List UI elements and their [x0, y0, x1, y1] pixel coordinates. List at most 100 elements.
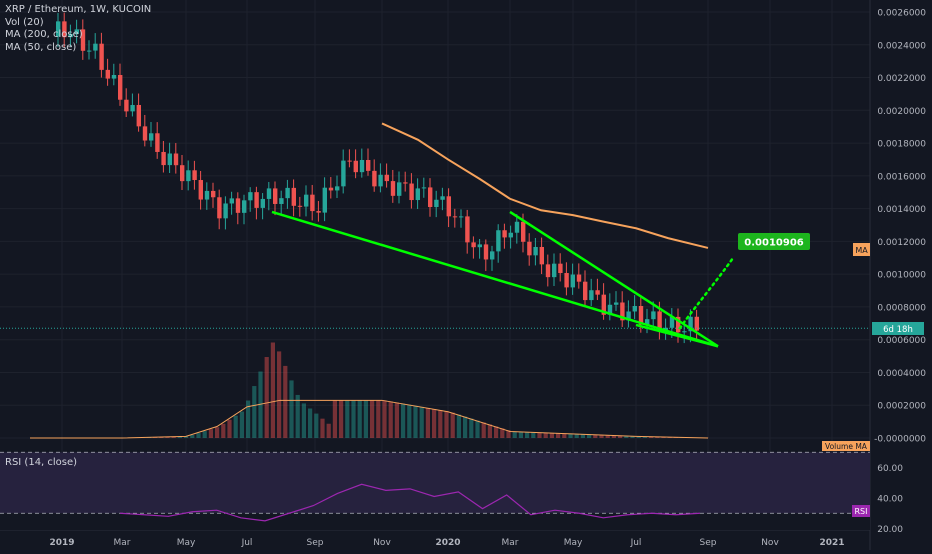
volume-bar	[432, 409, 436, 438]
volume-bar	[525, 432, 529, 438]
legend-ma200[interactable]: MA (200, close)	[5, 29, 151, 42]
candle-body	[589, 290, 593, 300]
y-tick-label: 0.0002000	[877, 402, 926, 412]
volume-bar	[451, 413, 455, 438]
x-tick-label: Sep	[700, 538, 717, 548]
candle-body	[186, 170, 190, 181]
x-tick-label: Nov	[761, 538, 779, 548]
y-tick-label: 0.0012000	[877, 238, 926, 248]
volume-bar	[327, 424, 331, 438]
candle-body	[285, 188, 289, 198]
candle-body	[205, 191, 209, 200]
volume-bar	[358, 400, 362, 438]
candle-body	[242, 200, 246, 213]
volume-bar	[457, 415, 461, 438]
x-tick-label: Mar	[114, 538, 131, 548]
candle-body	[416, 188, 420, 200]
candle-body	[106, 70, 110, 79]
volume-bar	[234, 416, 238, 438]
candle-body	[143, 126, 147, 140]
candle-body	[161, 152, 165, 165]
x-tick-label: Jul	[630, 538, 642, 548]
candle-body	[366, 160, 370, 171]
volume-bar	[395, 403, 399, 438]
candle-body	[192, 170, 196, 180]
x-tick-label: Jul	[241, 538, 253, 548]
x-tick-label: 2019	[49, 538, 74, 548]
y-tick-label: 0.0024000	[877, 41, 926, 51]
candle-body	[434, 200, 438, 207]
y-tick-label: 0.0016000	[877, 172, 926, 182]
candle-body	[378, 175, 382, 187]
volume-bar	[426, 408, 430, 438]
y-tick-label: 0.0014000	[877, 205, 926, 215]
candle-body	[521, 222, 525, 242]
legend-vol[interactable]: Vol (20)	[5, 17, 151, 30]
candle-body	[180, 165, 184, 181]
indicator-legend: XRP / Ethereum, 1W, KUCOIN Vol (20) MA (…	[5, 4, 151, 54]
volume-bar	[240, 412, 244, 438]
volume-bar	[389, 401, 393, 438]
volume-bar	[463, 417, 467, 438]
volume-bar	[339, 400, 343, 438]
candle-body	[515, 222, 519, 233]
symbol-title[interactable]: XRP / Ethereum, 1W, KUCOIN	[5, 4, 151, 17]
candle-body	[168, 154, 172, 166]
candle-body	[298, 206, 302, 207]
candle-body	[484, 244, 488, 259]
volume-bar	[420, 407, 424, 438]
volume-bar	[494, 426, 498, 438]
candle-body	[267, 188, 271, 199]
candle-body	[558, 264, 562, 273]
rsi-title: RSI (14, close)	[5, 457, 77, 468]
candle-body	[354, 161, 358, 172]
candle-body	[199, 180, 203, 200]
volume-bar	[221, 424, 225, 438]
volume-bar	[531, 432, 535, 438]
volume-bar	[438, 410, 442, 438]
rsi-badge-text: RSI	[855, 507, 868, 516]
y-tick-label: 0.0006000	[877, 336, 926, 346]
volume-bar	[444, 411, 448, 438]
candle-body	[453, 216, 457, 217]
y-tick-label: 0.0020000	[877, 107, 926, 117]
ma-badge-text: MA	[855, 246, 868, 255]
volume-bar	[407, 405, 411, 438]
candle-body	[385, 175, 389, 181]
candle-body	[540, 247, 544, 264]
time-badge-text: 6d 18h	[883, 325, 913, 335]
candle-body	[471, 242, 475, 247]
x-tick-label: May	[564, 538, 583, 548]
projection-path	[680, 259, 732, 328]
legend-ma50[interactable]: MA (50, close)	[5, 42, 151, 55]
volume-bar	[413, 406, 417, 438]
candle-body	[323, 188, 327, 213]
volume-bar	[289, 380, 293, 438]
volume-bar	[320, 419, 324, 438]
candle-body	[465, 216, 469, 242]
candle-body	[149, 133, 153, 140]
volume-bar	[345, 400, 349, 438]
candle-body	[254, 192, 258, 208]
volume-bar	[296, 395, 300, 438]
candle-body	[155, 133, 159, 152]
candle-body	[577, 275, 581, 282]
candle-body	[546, 264, 550, 277]
volume-bar	[519, 432, 523, 438]
trendline-1	[510, 212, 718, 346]
volume-bar	[351, 400, 355, 438]
candle-body	[633, 306, 637, 311]
candle-body	[360, 160, 364, 172]
y-tick-label: 0.0010000	[877, 271, 926, 281]
volume-ma-badge-text: Volume MA	[825, 442, 868, 451]
volume-bar	[401, 404, 405, 438]
volume-bar	[283, 366, 287, 438]
rsi-band	[0, 452, 870, 513]
volume-bar	[469, 419, 473, 438]
y-tick-label: 0.0008000	[877, 303, 926, 313]
candle-body	[502, 230, 506, 237]
candle-body	[310, 195, 314, 211]
candle-body	[651, 311, 655, 319]
